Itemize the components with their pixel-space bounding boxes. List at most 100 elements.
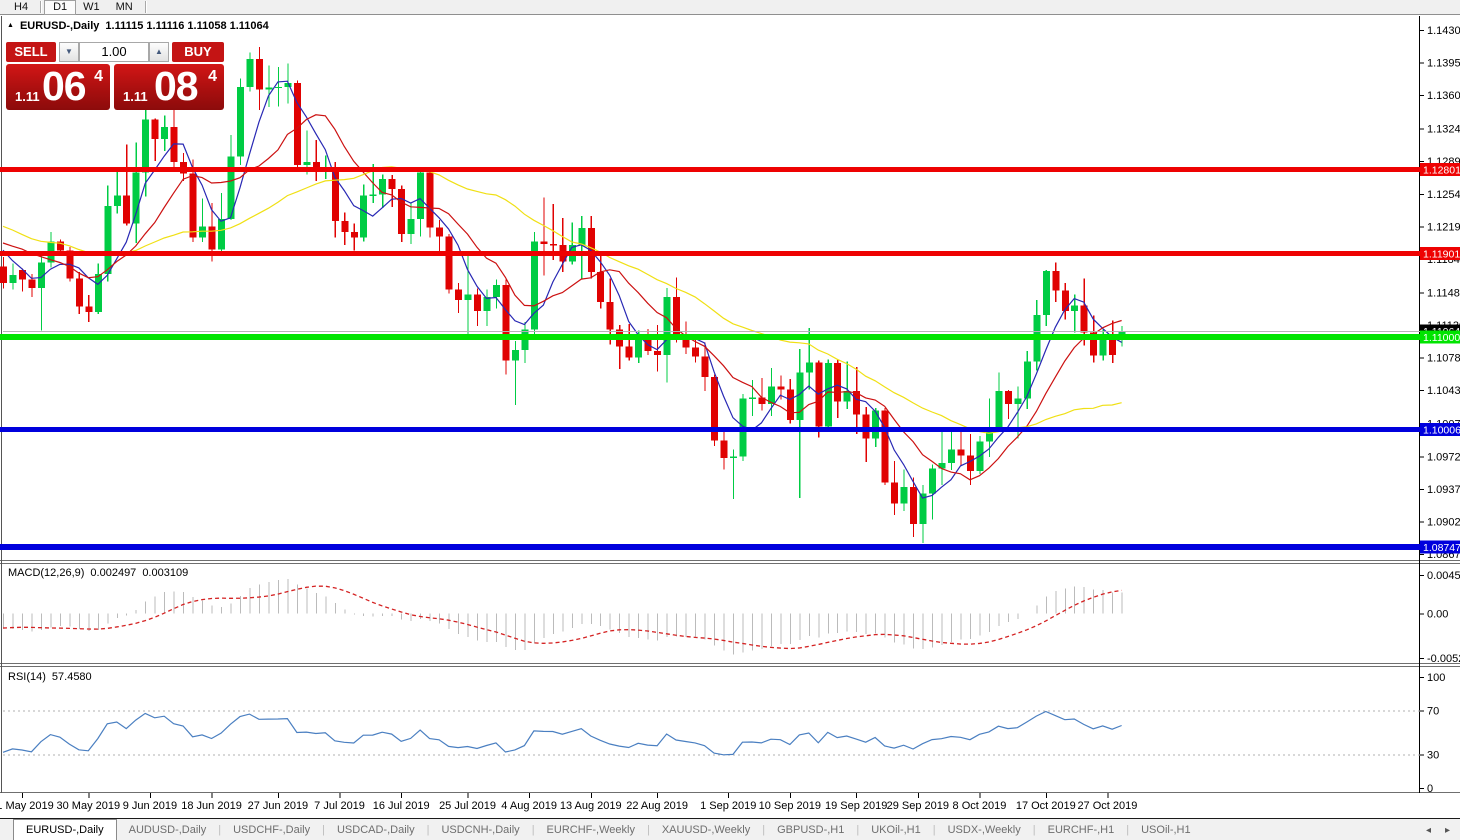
collapse-panel-icon[interactable]: ▲ [7, 21, 14, 29]
candle-body [37, 262, 45, 288]
candle-body [682, 336, 690, 348]
chart-tab-xauusd-weekly[interactable]: XAUUSD-,Weekly [661, 824, 751, 836]
candle-body [1109, 337, 1117, 355]
candle-body [1099, 337, 1107, 356]
date-axis-label: 29 Sep 2019 [887, 800, 949, 812]
sell-price-panel[interactable]: 1.11 06 4 [6, 64, 110, 110]
candle-body [597, 271, 605, 302]
tab-separator: | [762, 824, 766, 836]
candle-body [673, 297, 681, 337]
chart-tab-usoil-h1[interactable]: USOil-,H1 [1141, 824, 1191, 836]
timeframe-button-d1[interactable]: D1 [44, 0, 77, 15]
candle-body [9, 274, 17, 284]
svg-text:1.08747: 1.08747 [1423, 542, 1460, 554]
date-axis-label: 21 May 2019 [0, 800, 54, 812]
candle-body [369, 194, 377, 196]
candle-body [85, 306, 93, 313]
rsi-value: 57.4580 [51, 671, 92, 683]
macd-label: MACD(12,26,9) 0.002497 0.003109 [8, 567, 188, 579]
tab-separator: | [322, 824, 325, 836]
candle-body [94, 273, 102, 313]
timeframe-button-mn[interactable]: MN [115, 0, 133, 13]
candle-body [758, 397, 766, 405]
line-handle [1393, 427, 1399, 433]
chart-tab-eurchf-weekly[interactable]: EURCHF-,Weekly [546, 824, 635, 836]
candle-body [511, 350, 519, 361]
volume-increase-button[interactable]: ▲ [149, 42, 169, 62]
chart-tab-bar: EURUSD-,Daily AUDUSD-,Daily | USDCHF-,Daily… [0, 818, 1460, 840]
ma-line-slow [2, 166, 1122, 434]
candle-body [312, 162, 320, 172]
date-axis-label: 13 Aug 2019 [560, 800, 622, 812]
price-tag [1420, 246, 1460, 260]
candle-body [237, 86, 244, 157]
candle-body [113, 195, 121, 206]
candle-body [255, 58, 263, 90]
candle-body [1014, 398, 1022, 405]
buy-price-prefix: 1.11 [123, 89, 148, 104]
candle-body [199, 226, 207, 238]
candle-body [398, 189, 406, 234]
candle-body [388, 178, 396, 190]
rsi-label: RSI(14) 57.4580 [8, 671, 92, 683]
line-handle [1393, 544, 1399, 550]
timeframe-button-h4[interactable]: H4 [14, 0, 29, 13]
tab-separator: | [856, 824, 860, 836]
candle-body [502, 285, 510, 361]
date-axis-label: 10 Sep 2019 [759, 800, 821, 812]
chart-tab-eurchf-h1[interactable]: EURCHF-,H1 [1047, 824, 1115, 836]
chart-ohlc-values: 1.11115 1.11116 1.11058 1.11064 [105, 20, 269, 32]
chart-title: ▲ EURUSD-,Daily 1.11115 1.11116 1.11058 … [7, 20, 273, 32]
chart-tab-audusd-daily[interactable]: AUDUSD-,Daily [128, 824, 207, 836]
chart-tab-usdcad-daily[interactable]: USDCAD-,Daily [336, 824, 415, 836]
candle-body [948, 449, 955, 463]
candle-body [711, 377, 718, 441]
chart-tab-gbpusd-h1[interactable]: GBPUSD-,H1 [777, 824, 845, 836]
date-axis-label: 19 Sep 2019 [825, 800, 887, 812]
macd-signal-line [2, 585, 1122, 650]
candle-body [246, 58, 254, 87]
chart-tab-usdchf-daily[interactable]: USDCHF-,Daily [233, 824, 311, 836]
timeframe-button-w1[interactable]: W1 [83, 0, 100, 13]
tab-scroll-right-icon[interactable]: ▸ [1444, 824, 1450, 836]
candle-body [777, 386, 785, 390]
candle-body [1061, 290, 1069, 312]
candle-body [1023, 361, 1031, 399]
candle-body [123, 195, 131, 224]
chart-symbol-label: EURUSD-,Daily [19, 20, 100, 32]
candle-body [938, 462, 946, 469]
candle-body [900, 486, 908, 504]
tab-scroll-left-icon[interactable]: ◂ [1425, 824, 1431, 836]
volume-input[interactable]: 1.00 [79, 42, 149, 62]
chart-tab-eurusd-daily[interactable]: EURUSD-,Daily [13, 819, 117, 840]
candle-body [436, 227, 444, 237]
chart-tab-usdcnh-daily[interactable]: USDCNH-,Daily [441, 824, 520, 836]
candle-body [748, 397, 756, 399]
candle-body [455, 289, 463, 300]
tab-separator: | [932, 824, 936, 836]
volume-decrease-button[interactable]: ▼ [59, 42, 79, 62]
candle-body [75, 278, 83, 307]
price-axis-label: 1.14300 [1427, 25, 1460, 37]
tab-scroll-arrows: ◂ ▸ [1426, 820, 1450, 840]
chart-tab-ukoil-h1[interactable]: UKOil-,H1 [871, 824, 921, 836]
candle-body [1090, 332, 1098, 356]
chart-tab-usdx-weekly[interactable]: USDX-,Weekly [947, 824, 1021, 836]
candle-body [161, 126, 169, 139]
date-axis-label: 9 Jun 2019 [123, 800, 177, 812]
toolbar-separator [144, 1, 146, 13]
sell-button[interactable]: SELL [6, 42, 56, 62]
candle-body [635, 338, 643, 358]
candle-body [549, 244, 557, 246]
buy-button[interactable]: BUY [172, 42, 224, 62]
candle-body [142, 119, 150, 173]
chart-canvas[interactable]: 1.143001.139501.136001.132401.128901.125… [0, 0, 1460, 818]
sell-price-prefix: 1.11 [15, 89, 40, 104]
candle-body [104, 205, 112, 274]
buy-price-panel[interactable]: 1.11 08 4 [114, 64, 224, 110]
date-axis-label: 17 Oct 2019 [1016, 800, 1076, 812]
macd-name: MACD(12,26,9) [8, 567, 85, 579]
date-axis-label: 18 Jun 2019 [181, 800, 242, 812]
price-axis-label: 1.10780 [1427, 353, 1460, 365]
macd-axis-label: -0.005205 [1427, 653, 1460, 665]
